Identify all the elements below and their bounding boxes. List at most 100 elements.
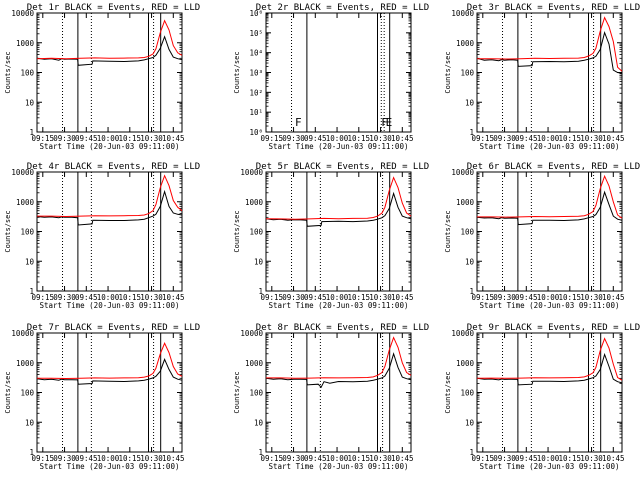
y-tick-label: 10000 [451, 9, 474, 18]
x-tick-label: 09:30 [282, 454, 305, 463]
x-tick-label: 09:45 [515, 134, 538, 143]
x-tick-label: 09:45 [75, 293, 98, 302]
chart-panel-det-6r: Det 6r BLACK = Events, RED = LLD 1 10 100 10… [444, 162, 640, 310]
y-tick-label: 1000 [456, 359, 475, 368]
x-tick-label: 09:15 [472, 454, 495, 463]
series-events [265, 191, 412, 227]
x-tick-label: 10:30 [140, 134, 163, 143]
x-tick-label: 09:45 [304, 134, 327, 143]
y-tick-label: 10² [249, 88, 263, 97]
y-tick-label: 10000 [240, 168, 263, 177]
y-tick-label: 10000 [240, 329, 263, 338]
x-tick-label: 09:30 [53, 134, 76, 143]
y-tick-label: 10 [25, 418, 35, 427]
y-tick-label: 100 [249, 389, 263, 398]
y-axis-label: Counts/sec [233, 51, 241, 93]
y-tick-label: 1 [469, 128, 474, 137]
y-tick-label: 10⁴ [249, 49, 263, 58]
series-events [476, 190, 623, 226]
chart-panel-det-5r: Det 5r BLACK = Events, RED = LLD 1 10 100 10… [233, 162, 429, 310]
x-tick-label: 10:30 [140, 454, 163, 463]
series-events [476, 352, 623, 386]
y-tick-label: 1 [469, 448, 474, 457]
x-axis-label: Start Time (20-Jun-03 09:11:00) [480, 142, 620, 151]
x-tick-label: 10:00 [97, 293, 120, 302]
x-tick-label: 09:15 [472, 134, 495, 143]
x-tick-label: 10:30 [580, 293, 603, 302]
x-tick-label: 10:00 [326, 293, 349, 302]
series-events [36, 358, 183, 385]
x-tick-label: 09:30 [53, 293, 76, 302]
x-tick-label: 10:15 [348, 293, 371, 302]
x-tick-label: 10:45 [162, 134, 185, 143]
x-tick-label: 10:00 [537, 134, 560, 143]
chart-title: Det 7r BLACK = Events, RED = LLD [27, 323, 200, 333]
series-lld [477, 16, 623, 72]
y-tick-label: 10⁵ [249, 29, 263, 38]
x-tick-label: 09:30 [53, 454, 76, 463]
y-axis-label: Counts/sec [4, 210, 12, 252]
y-tick-label: 100 [20, 69, 34, 78]
x-tick-label: 10:15 [119, 134, 142, 143]
x-tick-label: 10:45 [162, 454, 185, 463]
y-tick-label: 100 [460, 228, 474, 237]
x-tick-label: 10:15 [559, 134, 582, 143]
series-lld [265, 176, 412, 220]
x-tick-label: 09:30 [493, 293, 516, 302]
y-tick-label: 10³ [249, 69, 263, 78]
x-tick-label: 10:15 [559, 293, 582, 302]
x-axis-label: Start Time (20-Jun-03 09:11:00) [269, 142, 409, 151]
x-tick-label: 10:15 [348, 454, 371, 463]
y-tick-label: 100 [249, 228, 263, 237]
y-tick-label: 10 [465, 98, 475, 107]
y-tick-label: 10000 [11, 9, 34, 18]
y-axis-label: Counts/sec [233, 371, 241, 413]
x-tick-label: 09:30 [282, 293, 305, 302]
x-tick-label: 10:15 [348, 134, 371, 143]
y-tick-label: 1 [29, 287, 34, 296]
y-tick-label: 100 [460, 69, 474, 78]
y-tick-label: 100 [20, 389, 34, 398]
chart-title: Det 5r BLACK = Events, RED = LLD [256, 162, 429, 172]
event-marker: F [295, 116, 302, 129]
x-axis-label: Start Time (20-Jun-03 09:11:00) [40, 462, 180, 471]
x-tick-label: 10:45 [602, 454, 625, 463]
y-tick-label: 10¹ [249, 108, 263, 117]
chart-panel-det-8r: Det 8r BLACK = Events, RED = LLD 1 10 100 10… [233, 323, 429, 471]
y-tick-label: 1000 [245, 359, 264, 368]
x-tick-label: 10:45 [391, 454, 414, 463]
y-tick-label: 10 [465, 418, 475, 427]
chart-panel-det-1r: Det 1r BLACK = Events, RED = LLD 1 10 100 10… [4, 3, 200, 151]
x-tick-label: 09:15 [32, 454, 55, 463]
x-tick-label: 10:00 [326, 454, 349, 463]
x-tick-label: 10:00 [537, 293, 560, 302]
x-tick-label: 10:30 [580, 134, 603, 143]
chart-title: Det 1r BLACK = Events, RED = LLD [27, 3, 200, 13]
x-tick-label: 09:30 [493, 454, 516, 463]
chart-title: Det 2r BLACK = Events, RED = LLD [256, 3, 429, 13]
y-axis-label: Counts/sec [444, 371, 452, 413]
chart-panel-det-3r: Det 3r BLACK = Events, RED = LLD 1 10 100 10… [444, 3, 640, 151]
y-axis-label: Counts/sec [444, 210, 452, 252]
x-tick-label: 09:15 [261, 454, 284, 463]
chart-title: Det 3r BLACK = Events, RED = LLD [467, 3, 640, 13]
y-tick-label: 1000 [456, 198, 475, 207]
y-axis-label: Counts/sec [444, 51, 452, 93]
chart-panel-det-2r: Det 2r BLACK = Events, RED = LLD 10⁰ 10¹ 10… [233, 3, 429, 151]
x-tick-label: 10:00 [537, 454, 560, 463]
y-tick-label: 1 [469, 287, 474, 296]
x-axis-label: Start Time (20-Jun-03 09:11:00) [269, 301, 409, 310]
x-axis-label: Start Time (20-Jun-03 09:11:00) [480, 462, 620, 471]
series-events [265, 352, 412, 389]
y-tick-label: 1000 [245, 198, 264, 207]
y-tick-label: 10 [254, 418, 264, 427]
x-tick-label: 10:15 [559, 454, 582, 463]
y-tick-label: 10000 [451, 329, 474, 338]
y-tick-label: 10 [254, 257, 264, 266]
y-tick-label: 100 [20, 228, 34, 237]
x-tick-label: 10:00 [326, 134, 349, 143]
y-tick-label: 1 [29, 448, 34, 457]
y-tick-label: 1 [258, 448, 263, 457]
y-tick-label: 1000 [16, 39, 35, 48]
y-tick-label: 10000 [11, 168, 34, 177]
